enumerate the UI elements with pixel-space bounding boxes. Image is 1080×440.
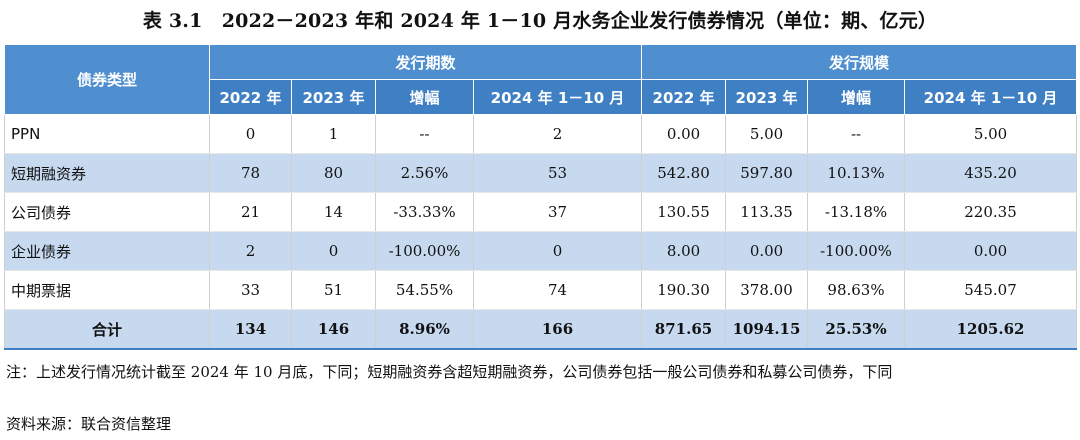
table-row: 公司债券 21 14 -33.33% 37 130.55 113.35 -13.…	[4, 192, 1078, 232]
cell: 2.56%	[375, 153, 474, 193]
header-sub: 2023 年	[725, 79, 809, 115]
cell: -13.18%	[807, 192, 906, 232]
cell: 0	[209, 114, 292, 154]
cell: 113.35	[725, 192, 809, 232]
cell: -100.00%	[375, 231, 474, 271]
total-cell: 871.65	[641, 309, 727, 350]
row-label: PPN	[4, 114, 210, 154]
table-row: 企业债券 2 0 -100.00% 0 8.00 0.00 -100.00% 0…	[4, 231, 1078, 271]
cell: 0	[472, 231, 643, 271]
cell: 597.80	[725, 153, 809, 193]
cell: 5.00	[904, 114, 1078, 154]
header-sub: 2023 年	[291, 79, 376, 115]
total-cell: 1205.62	[904, 309, 1078, 350]
cell: 5.00	[725, 114, 809, 154]
header-row-group: 债券类型 发行期数 发行规模	[4, 44, 1078, 115]
cell: 435.20	[904, 153, 1078, 193]
cell: 8.00	[641, 231, 727, 271]
row-label: 中期票据	[4, 270, 210, 310]
header-sub: 2024 年 1－10 月	[472, 79, 643, 115]
total-cell: 1094.15	[725, 309, 809, 350]
table-row: PPN 0 1 -- 2 0.00 5.00 -- 5.00	[4, 114, 1078, 154]
table-note: 注：上述发行情况统计截至 2024 年 10 月底，下同；短期融资券含超短期融资…	[6, 363, 893, 381]
row-label: 企业债券	[4, 231, 210, 271]
cell: 33	[209, 270, 292, 310]
cell: 190.30	[641, 270, 727, 310]
table-row: 中期票据 33 51 54.55% 74 190.30 378.00 98.63…	[4, 270, 1078, 310]
cell: 21	[209, 192, 292, 232]
header-row-sub: 2022 年 2023 年 增幅 2024 年 1－10 月 2022 年 20…	[5, 79, 1078, 115]
header-sub: 2022 年	[209, 79, 292, 115]
cell: -33.33%	[375, 192, 474, 232]
cell: 54.55%	[375, 270, 474, 310]
header-sub: 2024 年 1－10 月	[904, 79, 1078, 115]
cell: --	[375, 114, 474, 154]
row-label: 短期融资券	[4, 153, 210, 193]
cell: 37	[472, 192, 643, 232]
data-source: 资料来源：联合资信整理	[6, 415, 172, 433]
bond-issuance-table: 债券类型 发行期数 发行规模 2022 年 2023 年 增幅 2024 年 1…	[4, 44, 1078, 350]
cell: 51	[291, 270, 376, 310]
cell: 0.00	[904, 231, 1078, 271]
header-issue-count: 发行期数	[208, 44, 643, 80]
total-cell: 25.53%	[807, 309, 906, 350]
header-sub: 增幅	[375, 79, 474, 115]
header-issue-scale: 发行规模	[641, 44, 1078, 80]
cell: 10.13%	[807, 153, 906, 193]
header-sub: 增幅	[807, 79, 906, 115]
cell: 0.00	[725, 231, 809, 271]
cell: 74	[472, 270, 643, 310]
cell: 53	[472, 153, 643, 193]
total-cell: 146	[291, 309, 376, 350]
row-label: 公司债券	[4, 192, 210, 232]
total-cell: 166	[472, 309, 643, 350]
cell: --	[807, 114, 906, 154]
total-cell: 8.96%	[375, 309, 474, 350]
cell: 98.63%	[807, 270, 906, 310]
cell: 0	[291, 231, 376, 271]
header-sub: 2022 年	[641, 79, 727, 115]
table-title: 表 3.1 2022－2023 年和 2024 年 1－10 月水务企业发行债券…	[142, 10, 938, 32]
cell: 220.35	[904, 192, 1078, 232]
header-bond-type: 债券类型	[4, 44, 210, 115]
cell: 14	[291, 192, 376, 232]
cell: 2	[472, 114, 643, 154]
total-label: 合计	[4, 309, 210, 350]
cell: 78	[209, 153, 292, 193]
total-row: 合计 134 146 8.96% 166 871.65 1094.15 25.5…	[4, 309, 1078, 350]
cell: 378.00	[725, 270, 809, 310]
table-row: 短期融资券 78 80 2.56% 53 542.80 597.80 10.13…	[4, 153, 1078, 193]
cell: 130.55	[641, 192, 727, 232]
cell: 80	[291, 153, 376, 193]
cell: 545.07	[904, 270, 1078, 310]
total-cell: 134	[209, 309, 292, 350]
cell: 0.00	[641, 114, 727, 154]
cell: -100.00%	[807, 231, 906, 271]
cell: 542.80	[641, 153, 727, 193]
cell: 2	[209, 231, 292, 271]
cell: 1	[291, 114, 376, 154]
